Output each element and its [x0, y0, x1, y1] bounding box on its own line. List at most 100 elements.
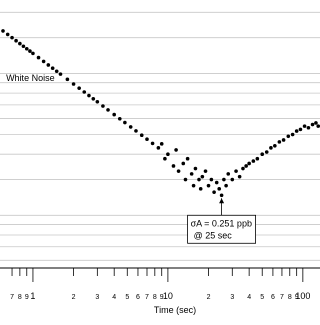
data-point — [91, 96, 96, 101]
x-tick-label: 4 — [112, 294, 116, 301]
data-point — [174, 148, 178, 152]
data-point — [183, 177, 188, 182]
data-point — [251, 159, 256, 163]
data-point — [217, 187, 222, 191]
data-point — [247, 161, 251, 166]
data-point — [310, 122, 315, 127]
x-tick-label: 4 — [247, 294, 251, 301]
data-point — [191, 183, 196, 188]
data-point — [185, 156, 190, 161]
data-point — [306, 125, 311, 130]
data-point — [14, 38, 18, 43]
data-point — [46, 63, 51, 67]
data-point — [50, 66, 55, 71]
data-point — [294, 129, 299, 133]
data-point — [200, 174, 205, 179]
x-tick-label: 3 — [230, 294, 234, 301]
data-point — [41, 59, 46, 64]
data-point — [214, 180, 219, 185]
data-point — [36, 55, 41, 60]
data-point — [264, 150, 269, 154]
data-point — [156, 146, 161, 150]
x-tick-label: 2 — [72, 294, 76, 301]
annotation-arrowhead — [219, 198, 225, 204]
data-point — [181, 161, 186, 166]
data-point — [112, 112, 116, 117]
data-point — [260, 152, 265, 156]
data-point — [95, 99, 100, 104]
data-point — [117, 116, 122, 121]
x-tick-label: 100 — [295, 291, 310, 301]
data-point — [222, 177, 226, 182]
data-point — [193, 166, 198, 171]
data-point — [139, 133, 144, 138]
data-point — [123, 120, 127, 125]
data-point — [145, 137, 149, 142]
data-point — [1, 29, 5, 33]
data-point — [197, 177, 201, 182]
x-tick-label: 3 — [95, 294, 99, 301]
data-point — [230, 177, 235, 182]
data-point — [316, 124, 320, 128]
data-point — [189, 172, 194, 176]
data-point — [314, 121, 318, 125]
data-point — [255, 156, 260, 161]
x-tick-label: 8 — [153, 294, 157, 301]
data-point — [10, 35, 14, 40]
data-point — [106, 108, 110, 112]
data-point — [18, 41, 22, 46]
data-point — [82, 90, 87, 94]
data-point — [24, 46, 29, 51]
data-point — [77, 86, 81, 90]
data-point — [71, 82, 76, 86]
x-tick-label: 9 — [160, 294, 164, 301]
data-point — [212, 190, 216, 194]
data-point — [302, 124, 307, 128]
annotation: @ 25 sec — [194, 230, 233, 240]
data-point — [273, 143, 277, 148]
data-point — [134, 129, 138, 133]
data-point — [234, 169, 238, 173]
data-point — [269, 146, 273, 150]
data-point — [298, 127, 303, 132]
data-point — [281, 138, 286, 142]
data-point — [198, 187, 203, 191]
data-point — [203, 169, 208, 173]
data-point — [21, 44, 26, 49]
data-point — [277, 140, 282, 144]
data-point — [58, 72, 63, 76]
x-tick-label: 1 — [30, 291, 35, 301]
x-tick-label: 9 — [295, 294, 299, 301]
data-point — [226, 172, 231, 176]
data-point — [128, 125, 133, 129]
x-tick-label: 8 — [288, 294, 292, 301]
data-point — [206, 183, 211, 188]
annotation: σA = 0.251 ppb — [191, 218, 252, 228]
data-point — [176, 169, 181, 173]
x-axis-label: Time (sec) — [154, 305, 196, 315]
data-point — [224, 183, 228, 188]
data-point — [241, 166, 245, 171]
data-point — [54, 69, 59, 74]
annotation: White Noise — [6, 73, 55, 83]
x-tick-label: 7 — [145, 294, 149, 301]
data-point — [219, 193, 224, 198]
data-point — [87, 93, 91, 98]
x-tick-label: 7 — [280, 294, 284, 301]
annotation-box — [187, 214, 256, 244]
data-point — [101, 104, 105, 108]
data-point — [65, 77, 70, 82]
data-point — [171, 164, 176, 168]
data-point — [28, 49, 32, 53]
data-point — [237, 174, 242, 179]
x-tick-label: 8 — [18, 294, 22, 301]
x-tick-label: 2 — [207, 294, 211, 301]
data-point — [166, 152, 170, 156]
x-tick-label: 7 — [10, 294, 14, 301]
data-point — [244, 164, 248, 168]
data-point — [150, 141, 155, 146]
x-tick-label: 5 — [125, 294, 129, 301]
data-point — [290, 132, 295, 137]
